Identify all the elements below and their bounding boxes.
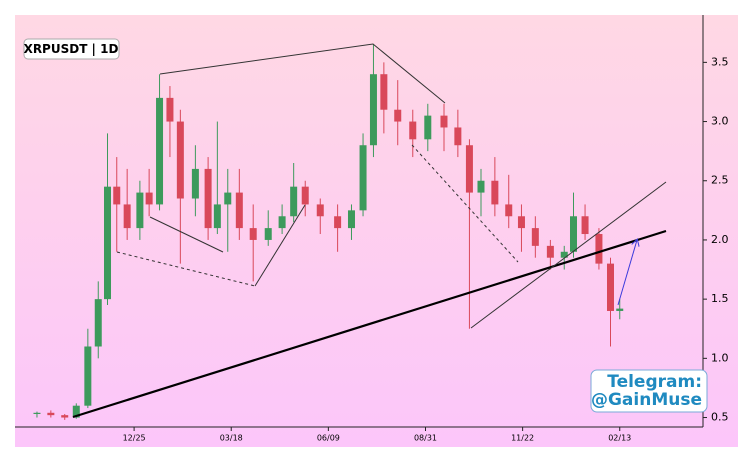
candle-body [249,228,257,240]
candle-body [560,251,568,258]
candle-body [123,204,131,229]
candle-body [191,168,199,199]
candle-body [424,115,432,140]
watermark: @GainMuse [591,390,702,410]
candle-body [156,97,164,205]
y-tick-label: 2.0 [711,233,729,246]
y-tick-label: 3.5 [711,55,729,68]
watermark: Telegram: [607,372,702,392]
candle-body [369,74,377,146]
candle-body [581,216,589,235]
candle-body [380,74,388,110]
candle-body [347,210,355,229]
candle-body [204,168,212,229]
candle-body [145,192,153,205]
candle-body [465,145,473,193]
candle-body [166,97,174,122]
candle-body [595,234,603,264]
candle-body [569,216,577,252]
candle-body [290,186,298,217]
candle-body [301,186,309,205]
x-tick-label: 11/22 [511,434,534,443]
y-tick-label: 1.5 [711,292,729,305]
y-tick-label: 0.5 [711,411,729,424]
candle-body [72,405,80,418]
candle-body [176,121,184,199]
x-tick-label: 02/13 [608,434,631,443]
candle-body [440,115,448,128]
y-tick-label: 1.0 [711,351,729,364]
y-tick-label: 2.5 [711,174,729,187]
chart-title: XRPUSDT | 1D [24,42,119,56]
x-tick-label: 03/18 [220,434,243,443]
candle-body [491,180,499,205]
candle-body [477,180,485,193]
candle-body [94,299,102,347]
candle-body [104,186,112,300]
drawings [72,43,667,419]
candle-body [278,216,286,229]
candle-body [33,412,41,414]
candle-body [454,127,462,146]
candle-body [334,216,342,229]
x-tick-label: 06/09 [317,434,340,443]
candle-body [531,228,539,246]
x-tick-label: 12/25 [123,434,146,443]
candle-body [136,192,144,229]
candle-body [235,192,243,229]
x-tick-label: 08/31 [414,434,437,443]
candle-body [264,228,272,240]
candle-body [84,346,92,406]
candle-body [505,204,513,217]
watermark-box [590,369,708,413]
candle-body [224,192,232,205]
title-box [23,38,120,60]
candle-body [517,216,525,229]
candle-body [316,204,324,217]
candle-body [47,412,55,416]
candle-body [394,109,402,122]
candle-body [616,308,624,311]
candle-body [606,263,614,311]
candle-body [409,121,417,140]
candle-body [359,145,367,211]
candle-body [546,245,554,258]
candle-body [113,186,121,205]
y-tick-label: 3.0 [711,115,729,128]
candle-body [61,415,69,418]
candle-body [213,204,221,229]
